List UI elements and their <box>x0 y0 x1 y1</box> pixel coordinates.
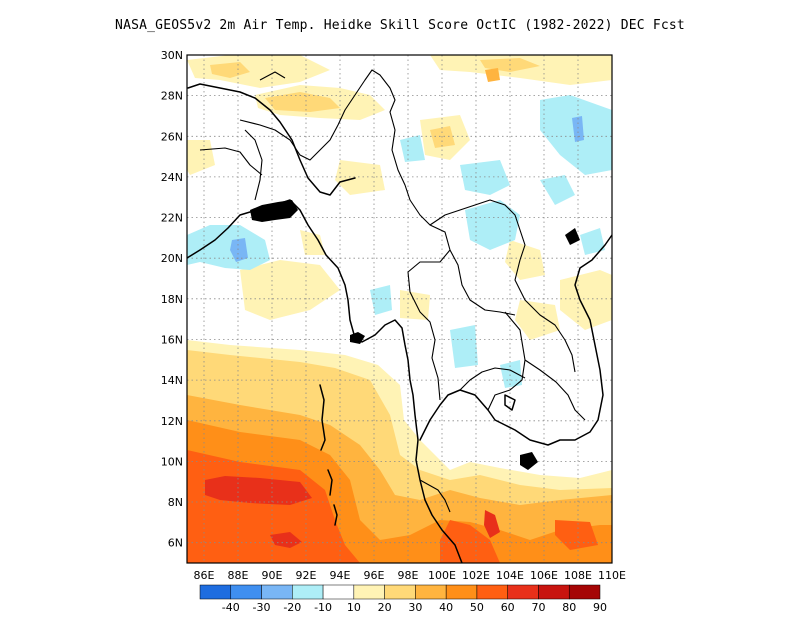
colorbar-label: -10 <box>314 601 332 614</box>
lon-tick-label: 92E <box>296 569 317 582</box>
lat-tick-label: 22N <box>161 212 183 225</box>
map-panel <box>187 55 612 563</box>
colorbar-swatch <box>415 584 447 600</box>
lon-tick-label: 100E <box>428 569 456 582</box>
colorbar-swatch <box>445 584 478 600</box>
lon-tick-label: 110E <box>598 569 626 582</box>
lat-tick-label: 18N <box>161 293 183 306</box>
borders <box>199 69 586 513</box>
lat-tick-label: 20N <box>161 252 183 265</box>
colorbar-swatch <box>292 584 324 600</box>
lat-tick-label: 16N <box>161 333 183 346</box>
colorbar-label: -20 <box>283 601 301 614</box>
islands <box>319 384 516 526</box>
colorbar-swatch <box>507 584 539 600</box>
colorbar-labels: -40 -30 -20 -10 10 20 30 40 50 60 70 80 90 <box>222 601 607 614</box>
lon-tick-label: 108E <box>564 569 592 582</box>
lat-tick-label: 8N <box>168 496 183 509</box>
colorbar-swatch <box>476 584 508 600</box>
colorbar-label: -40 <box>222 601 240 614</box>
skill-shading <box>187 55 612 563</box>
lon-tick-label: 96E <box>364 569 385 582</box>
colorbar-label: 30 <box>408 601 422 614</box>
colorbar-swatch <box>230 584 262 600</box>
lat-tick-label: 30N <box>161 49 183 62</box>
colorbar-label: 50 <box>470 601 484 614</box>
latitude-axis-labels: 6N 8N 10N 12N 14N 16N 18N 20N 22N 24N 26N 28N 30N <box>161 49 183 550</box>
lon-tick-label: 86E <box>194 569 215 582</box>
longitude-axis-labels: 86E 88E 90E 92E 94E 96E 98E 100E 102E 104E 106E 108… <box>194 569 626 582</box>
lat-tick-label: 12N <box>161 415 183 428</box>
colorbar-label: 90 <box>593 601 607 614</box>
colorbar-swatch <box>353 584 385 600</box>
lon-tick-label: 98E <box>398 569 419 582</box>
delta-coastal-detail <box>250 200 580 470</box>
map-title: NASA_GEOS5v2 2m Air Temp. Heidke Skill S… <box>115 18 685 33</box>
lon-tick-label: 90E <box>262 569 283 582</box>
lon-tick-label: 102E <box>462 569 490 582</box>
colorbar-label: 40 <box>439 601 453 614</box>
colorbar-label: 70 <box>531 601 545 614</box>
colorbar-swatch <box>538 584 570 600</box>
lat-tick-label: 24N <box>161 171 183 184</box>
colorbar-swatch <box>261 584 293 600</box>
lat-tick-label: 6N <box>168 537 183 550</box>
lon-tick-label: 106E <box>530 569 558 582</box>
colorbar-label: 60 <box>501 601 515 614</box>
gridlines <box>187 55 612 563</box>
colorbar-label: 80 <box>562 601 576 614</box>
colorbar-swatch <box>199 584 232 600</box>
colorbar-label: 10 <box>347 601 361 614</box>
lat-tick-label: 28N <box>161 90 183 103</box>
lon-tick-label: 94E <box>330 569 351 582</box>
lat-tick-label: 14N <box>161 374 183 387</box>
colorbar-swatch <box>384 584 416 600</box>
lat-tick-label: 10N <box>161 455 183 468</box>
map-frame <box>186 54 613 564</box>
colorbar-label: -30 <box>253 601 271 614</box>
colorbar-swatch <box>322 584 355 600</box>
lat-tick-label: 26N <box>161 130 183 143</box>
colorbar-swatch <box>568 584 601 600</box>
colorbar-label: 20 <box>378 601 392 614</box>
colorbar <box>199 584 601 600</box>
lon-tick-label: 104E <box>496 569 524 582</box>
lon-tick-label: 88E <box>228 569 249 582</box>
